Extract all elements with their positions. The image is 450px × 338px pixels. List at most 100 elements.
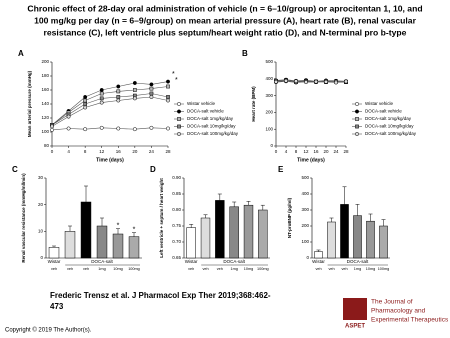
y-axis-label: Left ventricle + septum / heart weight (159, 178, 164, 258)
x-tick-label: 1mg (354, 267, 361, 271)
group-label: DOCA-salt (223, 259, 245, 264)
logo-text: ASPET (345, 324, 365, 330)
data-point (344, 79, 348, 84)
x-tick-label: 100mg (128, 267, 140, 271)
logo-text: Experimental Therapeutics (371, 317, 449, 324)
data-point (304, 80, 308, 85)
legend-symbol (355, 132, 359, 136)
y-tick-label: 300 (265, 93, 273, 98)
y-tick-label: 180 (41, 73, 49, 78)
legend-symbol (177, 102, 181, 106)
data-point (50, 124, 54, 129)
data-point (149, 95, 154, 99)
y-tick-label: 100 (41, 129, 49, 134)
panel-label: E (278, 165, 284, 174)
legend-label: DOCA-salt 100mg/kg/day (365, 131, 417, 136)
legend-symbol (355, 117, 359, 121)
y-tick-label: 20 (38, 202, 44, 207)
data-point (133, 88, 137, 92)
data-point (116, 95, 121, 99)
x-tick-label: veh (51, 267, 57, 271)
x-tick-label: 8 (84, 149, 87, 154)
data-point (116, 98, 121, 103)
data-point (116, 126, 121, 131)
x-tick-label: 4 (285, 149, 288, 154)
series-line (51, 93, 169, 126)
data-point (132, 81, 137, 85)
legend-label: DOCA-salt 1mg/kg/day (365, 116, 412, 121)
y-tick-label: 400 (265, 76, 273, 81)
data-point (132, 96, 137, 101)
x-axis-label: Time (days) (96, 157, 124, 163)
data-point (83, 102, 87, 106)
y-axis-label: Mean arterial pressure (mmHg) (27, 70, 32, 137)
x-tick-label: 4 (67, 149, 70, 154)
y-tick-label: 200 (301, 223, 309, 228)
data-point (149, 91, 154, 96)
y-tick-label: 0.65 (172, 255, 181, 260)
data-point (284, 78, 288, 83)
x-tick-label: veh (315, 267, 321, 271)
data-point (83, 127, 88, 132)
x-tick-label: veh (341, 267, 347, 271)
group-label: DOCA-salt (91, 259, 113, 264)
data-point (149, 125, 154, 130)
x-axis-label: Time (days) (297, 157, 325, 163)
y-tick-label: 200 (41, 59, 49, 64)
y-tick-label: 120 (41, 115, 49, 120)
bar (128, 236, 140, 259)
y-tick-label: 0.70 (172, 239, 181, 244)
x-tick-label: 12 (99, 149, 105, 154)
legend-label: DOCA-salt 1mg/kg/day (187, 116, 234, 121)
legend-symbol (177, 132, 181, 136)
data-point (99, 100, 104, 105)
x-tick-label: 0 (51, 149, 54, 154)
series-line (51, 86, 169, 126)
data-point (132, 127, 137, 132)
data-point (294, 79, 298, 84)
y-tick-label: 300 (301, 207, 309, 212)
x-tick-label: veh (188, 267, 194, 271)
data-point (83, 98, 87, 103)
data-point (166, 79, 170, 84)
group-label: Wistar (48, 259, 61, 264)
citation: Frederic Trensz et al. J Pharmacol Exp T… (50, 291, 271, 300)
x-tick-label: veh (83, 267, 89, 271)
bar (215, 200, 225, 259)
title-line: 100 mg/kg per day (n = 6–9/group) on mea… (34, 15, 416, 25)
data-point (324, 79, 328, 84)
data-point (116, 84, 121, 89)
bar (229, 206, 239, 259)
logo-text: The Journal of (371, 299, 413, 306)
bar (186, 227, 196, 259)
data-point (166, 126, 170, 131)
legend-label: DOCA-salt vehicle (365, 109, 402, 114)
series-line (51, 127, 169, 131)
data-point (99, 125, 104, 130)
x-tick-label: 100mg (257, 267, 269, 271)
logo-text: Pharmacology and (371, 308, 426, 315)
data-point (66, 114, 71, 119)
series-line (51, 81, 169, 126)
bar (314, 251, 323, 259)
panel-label: C (12, 165, 18, 174)
data-point (99, 91, 104, 96)
y-tick-label: 30 (38, 175, 44, 180)
title-line: Chronic effect of 28-day oral administra… (27, 3, 422, 13)
x-tick-label: veh (328, 267, 334, 271)
y-axis-label: Heart rate (BPM) (251, 86, 256, 122)
logo-emblem (343, 298, 367, 320)
y-tick-label: 0.75 (172, 223, 181, 228)
y-tick-label: 100 (265, 126, 273, 131)
legend-label: Wistar vehicle (365, 101, 394, 106)
x-tick-label: 100mg (378, 267, 390, 271)
x-tick-label: 20 (132, 149, 138, 154)
data-point (99, 96, 104, 101)
panel-label: D (150, 165, 156, 174)
bar (366, 220, 375, 259)
x-tick-label: 24 (333, 149, 339, 154)
series-line (51, 96, 169, 127)
data-point (314, 79, 318, 84)
y-tick-label: 80 (44, 143, 50, 148)
legend-symbol (177, 124, 181, 129)
